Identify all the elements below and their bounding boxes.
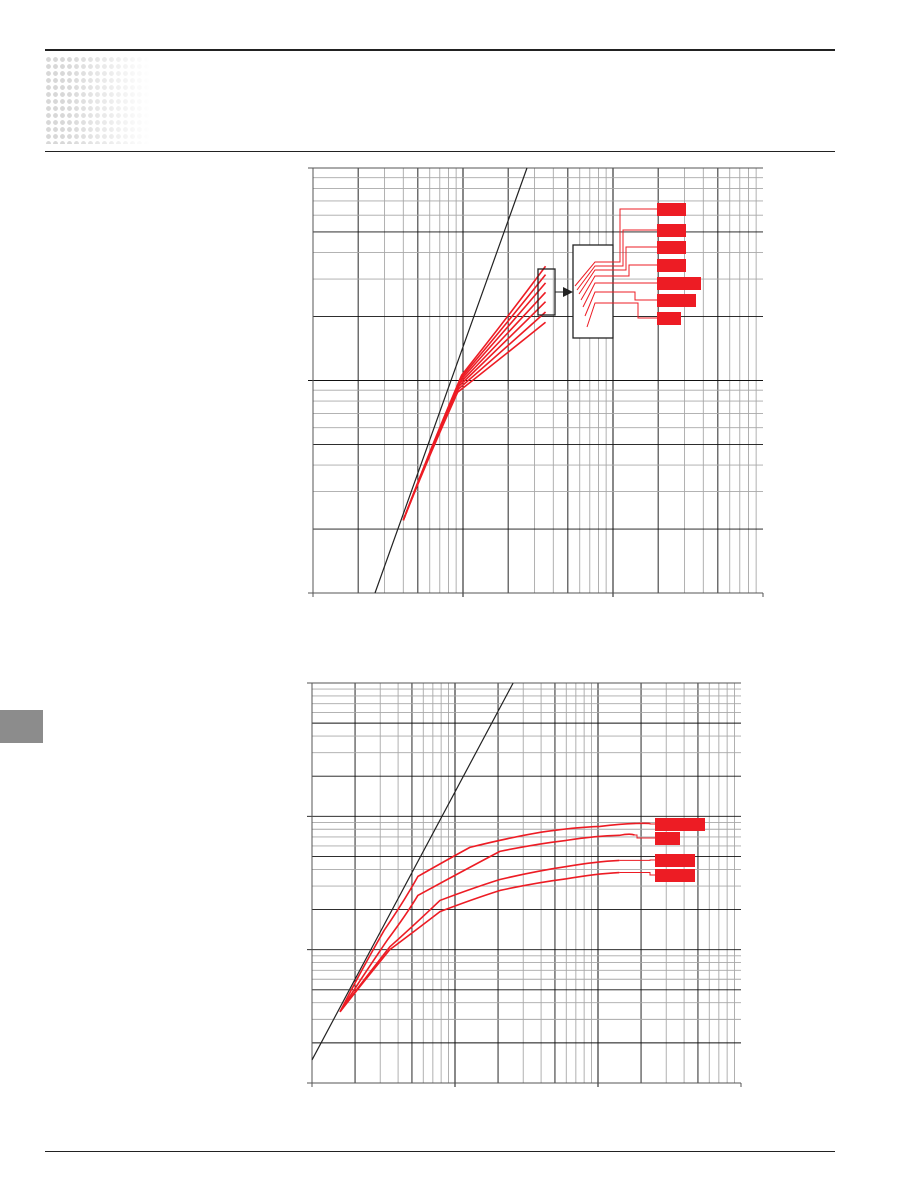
series-curve-2: [402, 274, 547, 521]
series-curve-4: [402, 291, 547, 521]
legend-label-6: [657, 294, 696, 307]
chart-1: [308, 167, 764, 597]
legend-label-7: [657, 312, 681, 325]
reference-line: [311, 682, 514, 1061]
series-curve-2: [339, 833, 635, 1013]
legend-label-4: [655, 869, 695, 882]
inset-leader-1: [574, 208, 657, 287]
header-bottom-rule: [45, 151, 835, 152]
chart-2: [307, 682, 742, 1087]
legend-label-5: [657, 277, 701, 290]
legend-label-3: [657, 241, 686, 254]
reference-line: [374, 167, 528, 594]
legend-leader-4: [619, 872, 655, 876]
inset-leader-4: [580, 264, 657, 301]
legend-label-4: [657, 259, 686, 272]
zoom-arrow-head: [563, 287, 573, 297]
legend-leader-2: [634, 834, 655, 839]
section-tab[interactable]: [0, 710, 43, 743]
inset-leader-2: [576, 229, 657, 291]
series-curve-1: [402, 265, 547, 521]
legend-label-2: [655, 832, 680, 845]
legend-leader-1: [649, 822, 655, 825]
legend-label-1: [655, 818, 705, 831]
series-curve-3: [402, 282, 547, 521]
legend-label-2: [657, 224, 686, 237]
inset-leader-3: [578, 246, 657, 295]
series-curve-3: [339, 859, 620, 1013]
series-curve-1: [339, 822, 650, 1013]
inset-leader-5: [582, 282, 657, 308]
header-top-rule: [45, 49, 835, 51]
zoom-source-box: [537, 268, 556, 316]
inset-leader-7: [586, 302, 657, 328]
series-curve-5: [402, 301, 547, 521]
legend-label-3: [655, 854, 695, 867]
header-dot-pattern: [45, 56, 150, 144]
series-curve-6: [402, 311, 547, 521]
series-curve-4: [339, 871, 620, 1013]
series-curve-7: [402, 321, 547, 521]
legend-label-1: [657, 203, 686, 216]
footer-rule: [45, 1151, 835, 1152]
inset-leader-6: [584, 291, 657, 317]
